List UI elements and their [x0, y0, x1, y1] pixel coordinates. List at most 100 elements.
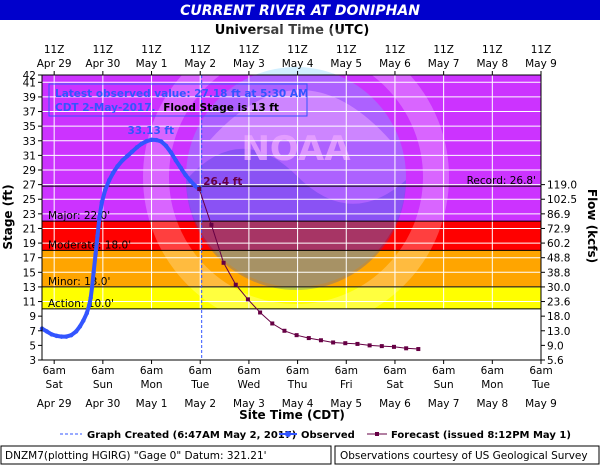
- y-tick-label: 33: [23, 136, 36, 148]
- y-tick-label: 7: [29, 326, 36, 338]
- y-tick-label: 29: [23, 165, 36, 177]
- threshold-label-record: Record: 26.8': [467, 175, 536, 187]
- observed-point: [154, 137, 159, 143]
- forecast-point: [404, 346, 409, 351]
- bottom-tick-date: May 7: [428, 398, 460, 410]
- observed-point: [124, 153, 130, 159]
- band-below-action: [42, 308, 541, 360]
- bottom-tick-date: May 6: [379, 398, 411, 410]
- flow-tick-label: 18.0: [547, 311, 570, 323]
- observed-point: [44, 329, 50, 334]
- observed-point: [168, 150, 174, 155]
- top-tick-date: Apr 30: [85, 58, 120, 70]
- observed-point: [193, 183, 198, 189]
- bottom-tick-time: 6am: [335, 365, 358, 377]
- forecast-point: [258, 310, 263, 315]
- observed-point: [89, 284, 95, 290]
- y-tick-label: 9: [29, 311, 36, 323]
- bottom-tick-day: Tue: [190, 379, 209, 391]
- threshold-label-major: Major: 22.0': [48, 210, 110, 222]
- forecast-point: [294, 333, 299, 338]
- top-axis-title: Universal Time (UTC): [215, 23, 370, 38]
- observed-point: [163, 143, 169, 149]
- bottom-tick-date: May 1: [136, 398, 168, 410]
- legend-graph-created: Graph Created (6:47AM May 2, 2017): [87, 430, 296, 441]
- flow-tick-label: 60.2: [547, 238, 570, 250]
- y-tick-label: 23: [23, 209, 36, 221]
- observed-point: [134, 145, 140, 150]
- y-tick-label: 35: [23, 121, 36, 133]
- y-tick-label: 17: [23, 253, 36, 265]
- forecast-point: [391, 344, 396, 349]
- footer: DNZM7(plotting HGIRG) "Gage 0" Datum: 32…: [0, 445, 600, 465]
- legend: Graph Created (6:47AM May 2, 2017) Obser…: [60, 430, 571, 441]
- bottom-tick-day: Wed: [237, 379, 260, 391]
- observed-point: [93, 251, 98, 257]
- bottom-tick-date: May 2: [184, 398, 216, 410]
- info-line-1: Latest observed value: 27.18 ft at 5:30 …: [55, 88, 308, 100]
- bottom-tick-time: 6am: [286, 365, 309, 377]
- bottom-tick-day: Mon: [481, 379, 503, 391]
- y-tick-label: 5: [29, 340, 36, 352]
- forecast-point: [245, 297, 250, 302]
- y-tick-label: 15: [23, 267, 36, 279]
- flow-tick-label: 9.0: [547, 340, 564, 352]
- band-major: [42, 75, 541, 222]
- top-tick-date: May 1: [136, 58, 168, 70]
- flow-tick-label: 86.9: [547, 209, 570, 221]
- bottom-tick-date: May 8: [476, 398, 508, 410]
- bottom-tick-time: 6am: [383, 365, 406, 377]
- band-action: [42, 286, 541, 309]
- top-tick-time: 11Z: [287, 44, 308, 56]
- info-line-2-flood: Flood Stage is 13 ft: [163, 102, 279, 114]
- x-axis-title: Site Time (CDT): [239, 408, 345, 422]
- observed-point: [97, 215, 102, 220]
- forecast-point: [379, 344, 384, 349]
- forecast-point: [367, 343, 372, 348]
- y-tick-label: 39: [23, 92, 36, 104]
- footer-right: Observations courtesy of US Geological S…: [340, 450, 588, 462]
- observed-point: [99, 199, 105, 205]
- bottom-tick-time: 6am: [42, 365, 65, 377]
- plot-frame: [41, 74, 542, 361]
- threshold-label-moderate: Moderate: 18.0': [48, 239, 131, 251]
- y-tick-label: 25: [23, 194, 36, 206]
- footer-left: DNZM7(plotting HGIRG) "Gage 0" Datum: 32…: [5, 450, 267, 462]
- top-tick-time: 11Z: [141, 44, 162, 56]
- bottom-tick-date: May 4: [282, 398, 314, 410]
- chart-title: CURRENT RIVER AT DONIPHAN: [180, 3, 420, 19]
- observed-point: [149, 137, 154, 143]
- top-tick-time: 11Z: [385, 44, 406, 56]
- top-tick-time: 11Z: [44, 44, 65, 56]
- legend-observed: Observed: [301, 430, 355, 441]
- top-tick-date: May 4: [282, 58, 314, 70]
- observed-point: [88, 295, 93, 301]
- forecast-point: [282, 328, 287, 333]
- forecast-point: [318, 338, 323, 343]
- bottom-tick-time: 6am: [140, 365, 163, 377]
- observed-point: [103, 187, 108, 192]
- y-tick-label: 41: [23, 77, 36, 89]
- forecast-point: [331, 340, 336, 345]
- bottom-tick-date: Apr 30: [85, 398, 120, 410]
- top-tick-date: May 2: [184, 58, 216, 70]
- observed-point: [73, 329, 79, 334]
- observed-point: [84, 311, 89, 316]
- observed-point: [87, 302, 92, 308]
- info-line-2-date: CDT 2-May-2017.: [55, 102, 156, 114]
- y-tick-label: 42: [23, 70, 36, 82]
- bottom-tick-date: Apr 29: [37, 398, 72, 410]
- observed-point: [69, 332, 74, 338]
- forecast-point: [355, 341, 360, 346]
- top-tick-date: May 8: [476, 58, 508, 70]
- observed-point: [110, 170, 116, 176]
- forecast-point: [209, 222, 214, 227]
- bottom-tick-day: Sat: [386, 379, 403, 391]
- band-moderate: [42, 221, 541, 251]
- observed-point: [106, 178, 112, 183]
- bottom-tick-day: Fri: [340, 379, 353, 391]
- bottom-tick-date: May 9: [525, 398, 557, 410]
- top-tick-time: 11Z: [190, 44, 211, 56]
- flow-tick-label: 48.8: [547, 253, 570, 265]
